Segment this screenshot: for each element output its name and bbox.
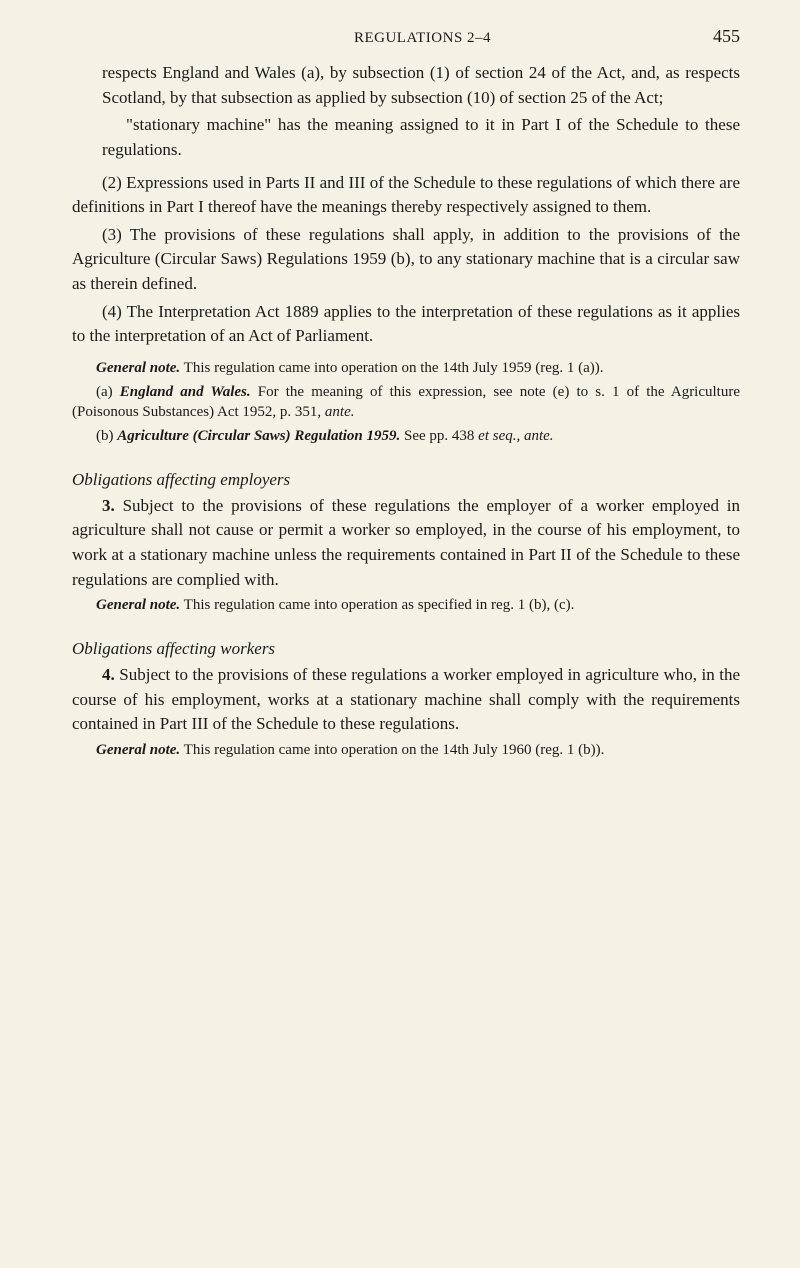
section4-note: General note. This regulation came into … [72, 740, 740, 761]
section4-note-text: This regulation came into operation on t… [184, 742, 605, 758]
note-b-text: See pp. 438 [404, 428, 478, 444]
section4-paragraph: 4. Subject to the provisions of these re… [72, 663, 740, 737]
note-b-marker: (b) [96, 428, 114, 444]
general-note-1: General note. This regulation came into … [72, 358, 740, 379]
note-b: (b) Agriculture (Circular Saws) Regulati… [72, 426, 740, 447]
definition-block: respects England and Wales (a), by subse… [102, 61, 740, 163]
paragraph-sub4: (4) The Interpretation Act 1889 applies … [72, 300, 740, 349]
general-note-text: This regulation came into operation on t… [184, 360, 604, 376]
section-heading-workers: Obligations affecting workers [72, 639, 740, 659]
paragraph-respects: respects England and Wales (a), by subse… [102, 61, 740, 110]
note-a-marker: (a) [96, 384, 113, 400]
note-b-title: Agriculture (Circular Saws) Regulation 1… [117, 428, 400, 444]
page-header: REGULATIONS 2–4 455 [72, 26, 740, 47]
section3-note-label: General note. [96, 597, 180, 613]
note-b-etseq: et seq., ante. [478, 428, 553, 444]
paragraph-sub2: (2) Expressions used in Parts II and III… [72, 171, 740, 220]
note-a: (a) England and Wales. For the meaning o… [72, 382, 740, 423]
section3-text: Subject to the provisions of these regul… [72, 496, 740, 589]
note-a-ante: ante. [325, 404, 355, 420]
section4-note-label: General note. [96, 742, 180, 758]
section4-number: 4. [102, 665, 115, 684]
section4-text: Subject to the provisions of these regul… [72, 665, 740, 733]
running-title: REGULATIONS 2–4 [132, 30, 713, 47]
page-number: 455 [713, 26, 740, 47]
section3-note: General note. This regulation came into … [72, 595, 740, 616]
note-a-title: England and Wales. [120, 384, 251, 400]
paragraph-sub3: (3) The provisions of these regulations … [72, 223, 740, 297]
paragraph-stationary: "stationary machine" has the meaning ass… [102, 113, 740, 162]
general-note-label: General note. [96, 360, 180, 376]
section3-number: 3. [102, 496, 115, 515]
section3-note-text: This regulation came into operation as s… [184, 597, 575, 613]
section-heading-employers: Obligations affecting employers [72, 470, 740, 490]
section3-paragraph: 3. Subject to the provisions of these re… [72, 494, 740, 593]
